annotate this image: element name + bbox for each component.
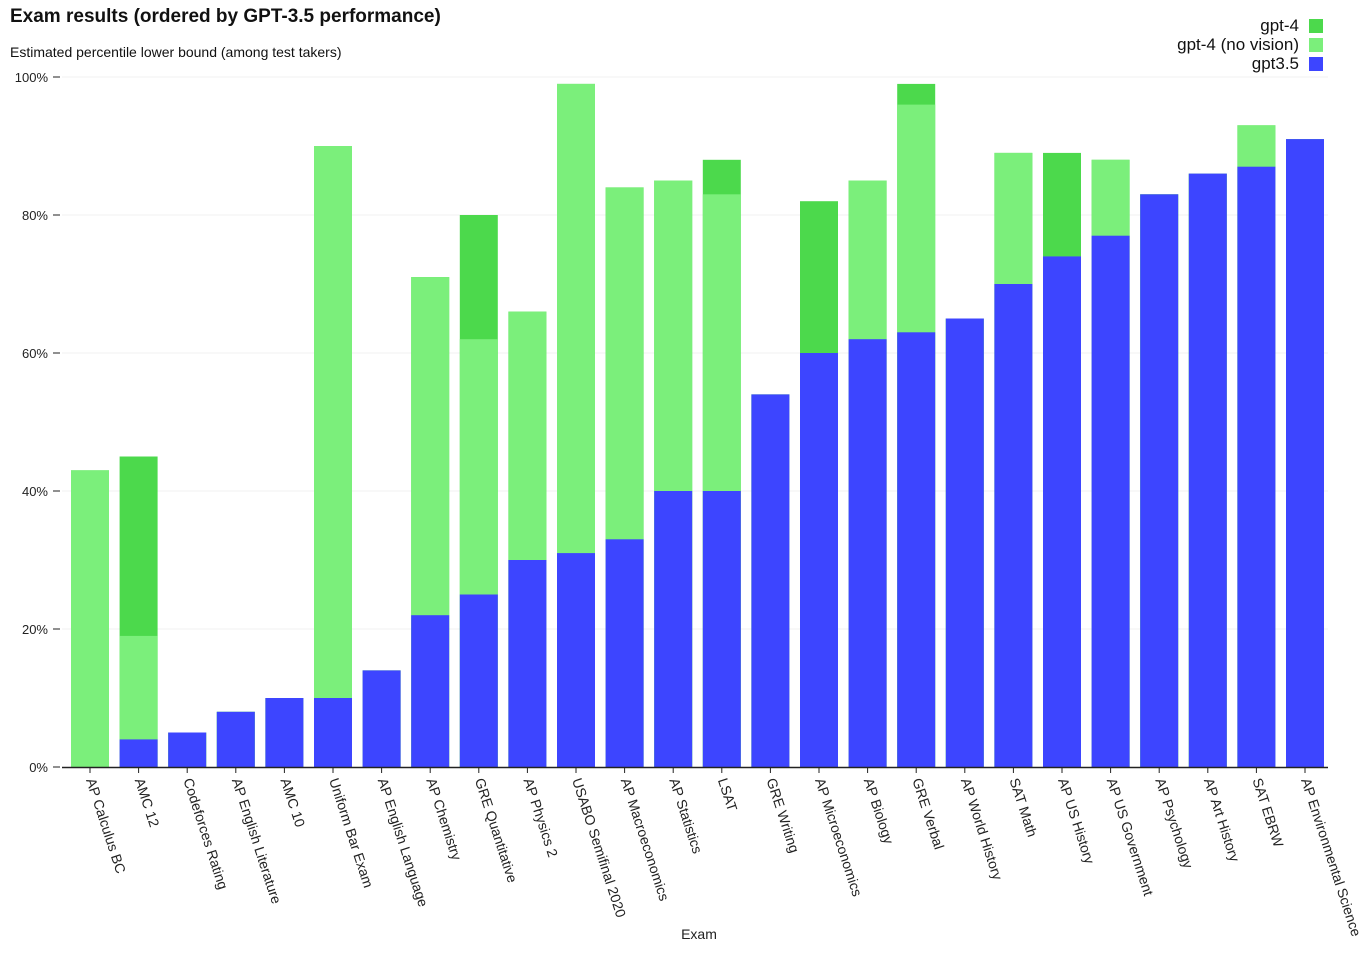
x-tick-label: AP Art History [1201,776,1243,864]
bar-gpt4-no-vision [314,146,352,767]
legend-swatch [1309,57,1323,71]
y-tick-label: 40% [22,484,48,499]
bar-gpt35 [654,491,693,767]
x-tick-label: AP Calculus BC [83,776,129,875]
x-tick-label: AMC 12 [132,776,163,829]
x-tick-label: AP Macroeconomics [618,776,673,903]
bar-gpt35 [945,318,984,767]
x-tick-label: AP Microeconomics [812,776,865,898]
x-tick-label: AP US History [1055,776,1098,866]
bar-gpt4-no-vision [71,470,109,767]
bar-gpt35 [848,339,887,767]
x-tick-label: SAT Math [1007,776,1041,839]
bar-gpt35 [994,284,1033,767]
y-tick-label: 60% [22,346,48,361]
bar-gpt35 [265,698,304,767]
chart-title: Exam results (ordered by GPT-3.5 perform… [10,6,441,27]
bar-gpt35 [1188,173,1227,768]
bar-gpt35 [119,739,158,767]
y-tick-label: 20% [22,622,48,637]
x-tick-label: Codeforces Rating [180,776,231,891]
x-tick-label: Uniform Bar Exam [326,776,377,890]
x-tick-label: GRE Verbal [909,776,947,851]
bar-gpt35 [751,394,790,767]
x-tick-label: AP Environmental Science [1298,776,1363,939]
legend: gpt-4 gpt-4 (no vision) gpt3.5 [1177,16,1323,74]
bar-gpt35 [459,594,498,767]
bar-gpt35 [1091,235,1130,767]
x-tick-label: SAT EBRW [1250,776,1288,850]
x-axis-title: Exam [681,926,717,942]
x-tick-label: GRE Quantitative [472,776,521,885]
bar-gpt35 [216,711,255,767]
x-tick-label: LSAT [715,776,741,814]
bar-gpt35 [1286,139,1324,768]
x-tick-label: AP Chemistry [423,776,465,862]
x-tick-label: AP Statistics [666,776,705,855]
bar-gpt35 [605,539,644,767]
bar-gpt35 [897,332,936,767]
chart-subtitle: Estimated percentile lower bound (among … [10,44,342,60]
legend-label: gpt3.5 [1251,54,1299,73]
x-tick-label: AP Psychology [1152,776,1196,870]
bar-gpt35 [1043,256,1081,767]
bar-gpt35 [314,698,352,767]
x-tick-label: AP English Literature [229,776,285,906]
bar-gpt35 [800,353,838,767]
bar-gpt35 [1237,166,1276,767]
legend-swatch [1309,19,1323,33]
x-tick-label: USABO Semifinal 2020 [569,776,629,920]
y-tick-label: 100% [15,70,49,85]
bar-gpt35 [1140,194,1179,768]
y-tick-label: 80% [22,208,48,223]
bar-gpt35 [411,615,450,767]
legend-item-gpt4: gpt-4 [1177,16,1323,35]
bar-gpt35 [508,560,547,767]
legend-swatch [1309,38,1323,52]
x-tick-label: GRE Writing [764,776,803,855]
x-tick-label: AMC 10 [278,776,309,829]
legend-label: gpt-4 [1260,16,1299,35]
legend-item-gpt35: gpt3.5 [1177,54,1323,73]
bar-gpt35 [702,491,741,767]
bar-gpt35 [362,670,401,767]
y-tick-label: 0% [29,760,48,775]
bar-gpt35 [557,553,595,767]
x-tick-label: AP US Government [1104,776,1157,898]
bar-gpt35 [168,732,207,767]
x-tick-label: AP Physics 2 [521,776,562,859]
legend-item-gpt4-no-vision: gpt-4 (no vision) [1177,35,1323,54]
x-tick-label: AP World History [958,776,1006,882]
legend-label: gpt-4 (no vision) [1177,35,1299,54]
x-tick-label: AP Biology [861,776,897,846]
x-tick-label: AP English Language [375,776,432,909]
